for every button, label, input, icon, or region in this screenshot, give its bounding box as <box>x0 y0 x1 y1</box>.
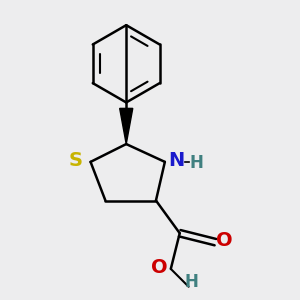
Polygon shape <box>120 108 133 144</box>
Text: S: S <box>69 151 83 170</box>
Text: O: O <box>151 258 167 277</box>
Text: O: O <box>216 231 232 250</box>
Text: H: H <box>185 273 199 291</box>
Text: N: N <box>169 151 185 170</box>
Text: H: H <box>189 154 203 172</box>
